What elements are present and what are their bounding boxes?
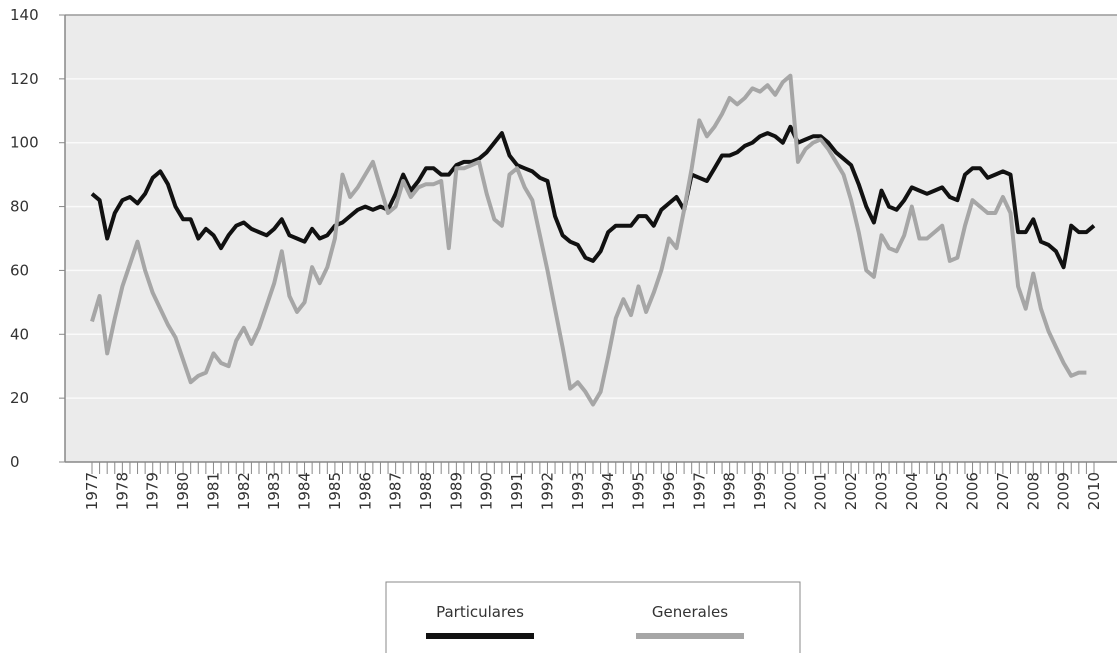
x-tick-label: 2001 [812,472,830,510]
x-tick-label: 1990 [478,472,496,510]
x-tick-label: 1985 [326,472,344,510]
legend-label: Generales [652,603,728,621]
x-tick-label: 1980 [174,472,192,510]
x-tick-label: 1983 [265,472,283,510]
x-tick-label: 1977 [83,472,101,510]
y-tick-label: 80 [10,198,29,216]
x-tick-label: 1993 [569,472,587,510]
x-tick-label: 1996 [660,472,678,510]
x-tick-label: 1979 [144,472,162,510]
x-tick-label: 2003 [872,472,890,510]
x-tick-label: 2009 [1055,472,1073,510]
y-tick-label: 120 [10,70,39,88]
x-tick-label: 1992 [538,472,556,510]
y-tick-label: 0 [10,453,20,471]
x-tick-label: 1986 [356,472,374,510]
y-tick-label: 100 [10,134,39,152]
y-tick-label: 60 [10,261,29,279]
y-tick-label: 20 [10,389,29,407]
x-tick-label: 2005 [933,472,951,510]
legend-label: Particulares [436,603,524,621]
x-tick-label: 2007 [994,472,1012,510]
x-tick-label: 1982 [235,472,253,510]
series-line [90,73,1087,407]
x-tick-label: 2002 [842,472,860,510]
plot-area [65,15,1117,462]
x-tick-label: 1988 [417,472,435,510]
legend-box [385,581,801,653]
x-tick-label: 2008 [1024,472,1042,510]
x-tick-label: 1991 [508,472,526,510]
x-tick-label: 1989 [447,472,465,510]
x-tick-label: 1984 [296,472,314,510]
series-line [90,124,1096,270]
x-tick-label: 1981 [204,472,222,510]
x-tick-label: 1999 [751,472,769,510]
x-tick-label: 2010 [1085,472,1103,510]
x-tick-label: 1998 [721,472,739,510]
x-tick-label: 1994 [599,472,617,510]
x-tick-label: 1987 [387,472,405,510]
y-tick-label: 40 [10,325,29,343]
x-tick-label: 2000 [781,472,799,510]
x-tick-label: 2004 [903,472,921,510]
x-tick-label: 1978 [113,472,131,510]
x-tick-label: 1997 [690,472,708,510]
x-tick-label: 2006 [964,472,982,510]
y-tick-label: 140 [10,6,39,24]
x-tick-label: 1995 [630,472,648,510]
